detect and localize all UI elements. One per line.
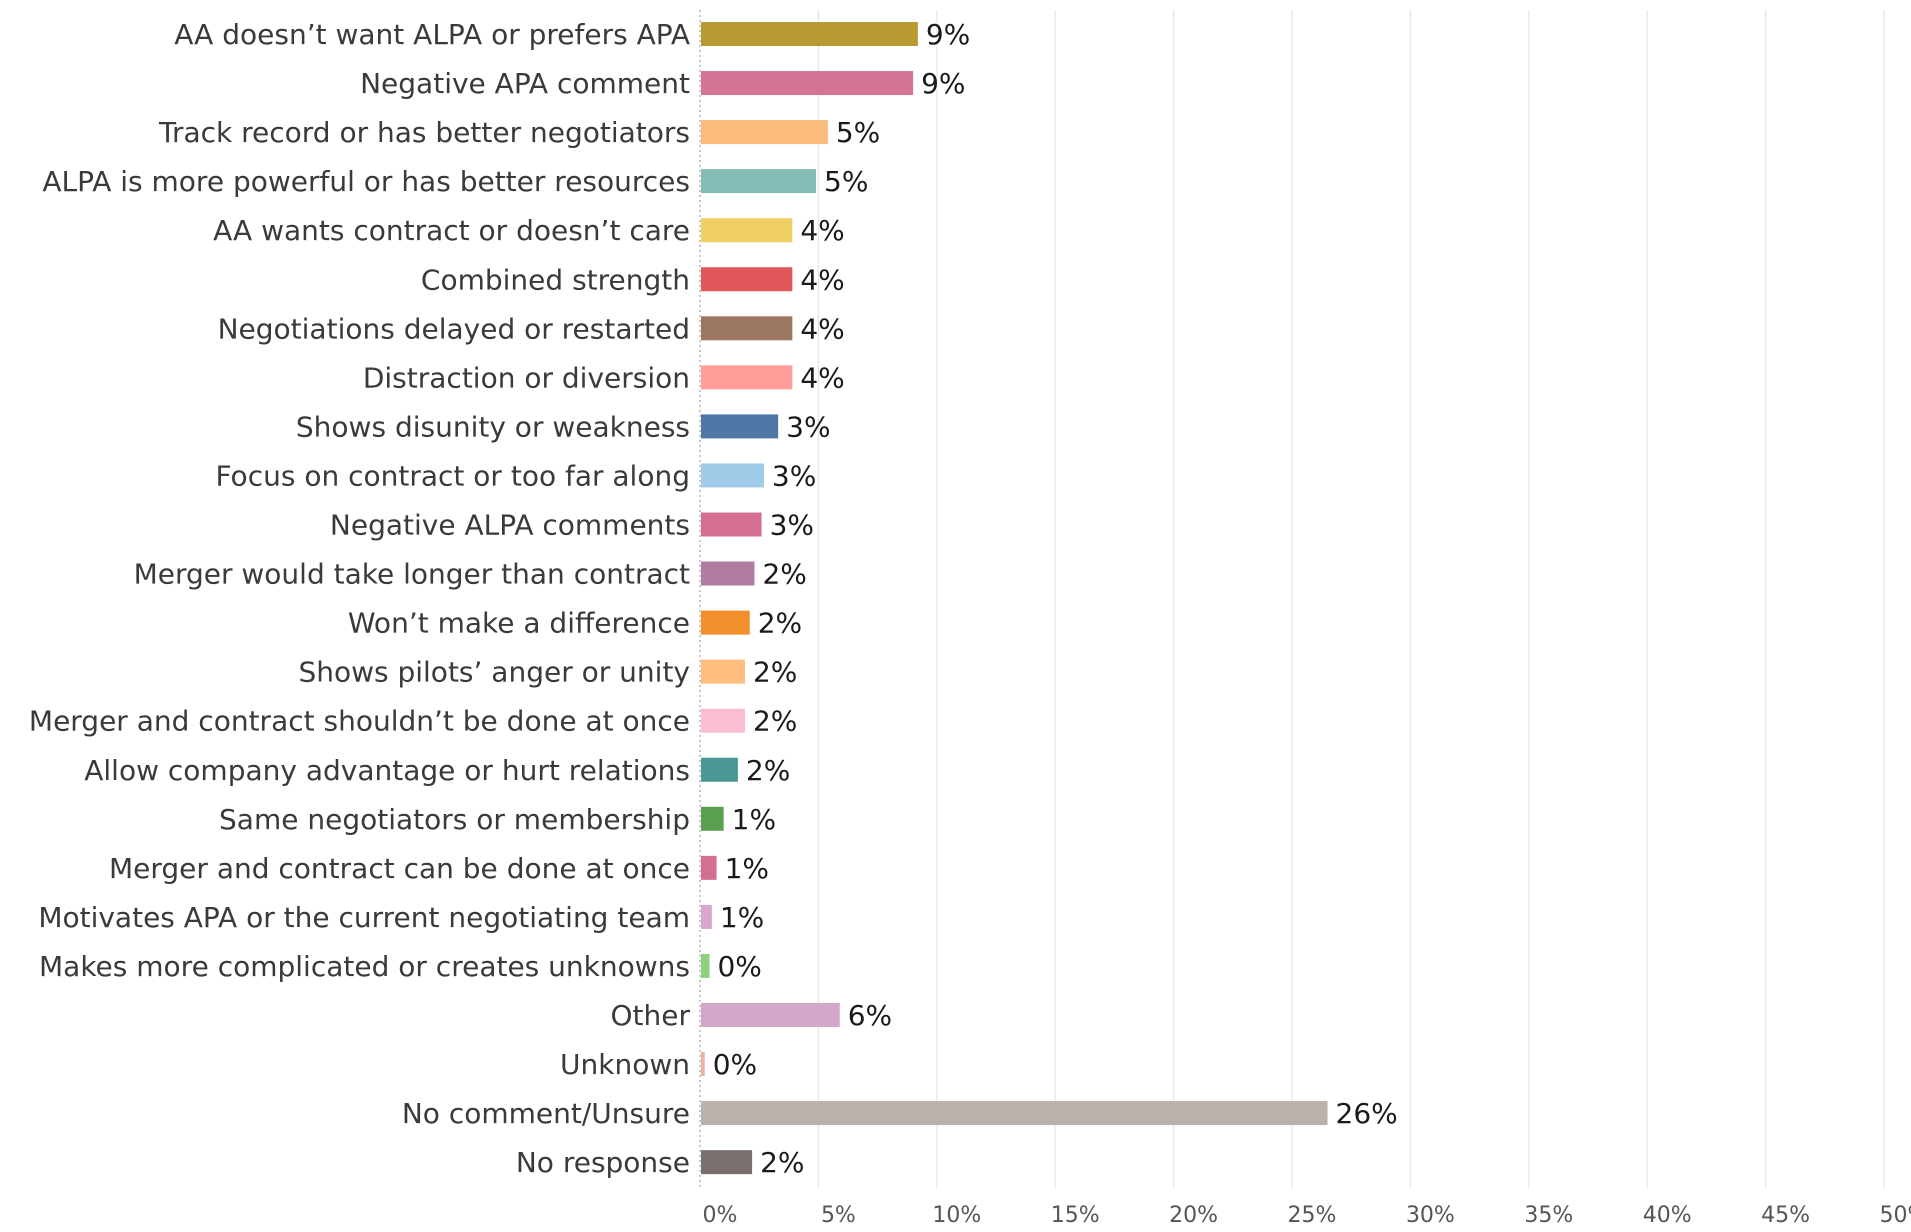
bar xyxy=(701,365,792,389)
bar xyxy=(701,1052,705,1076)
category-label: Track record or has better negotiators xyxy=(158,116,690,149)
data-label: 4% xyxy=(800,263,844,296)
data-label: 4% xyxy=(800,312,844,345)
category-label: No comment/Unsure xyxy=(402,1097,690,1130)
x-tick-label: 35% xyxy=(1524,1203,1573,1228)
data-label: 2% xyxy=(760,1146,804,1179)
x-tick-label: 5% xyxy=(821,1203,856,1228)
bar xyxy=(701,169,816,193)
category-label: Merger and contract shouldn’t be done at… xyxy=(29,705,690,738)
data-label: 2% xyxy=(753,656,797,689)
data-label: 1% xyxy=(732,803,776,836)
bar xyxy=(701,1101,1328,1125)
x-tick-label: 30% xyxy=(1406,1203,1455,1228)
category-label: Merger would take longer than contract xyxy=(134,558,690,591)
x-tick-label: 0% xyxy=(703,1203,738,1228)
bar xyxy=(701,954,709,978)
bar xyxy=(701,856,717,880)
x-tick-label: 50% xyxy=(1880,1203,1911,1228)
bar xyxy=(701,660,745,684)
x-tick-label: 15% xyxy=(1051,1203,1100,1228)
bar xyxy=(701,513,762,537)
x-tick-label: 40% xyxy=(1643,1203,1692,1228)
bar xyxy=(701,905,712,929)
category-label: Merger and contract can be done at once xyxy=(109,852,690,885)
data-label: 4% xyxy=(800,361,844,394)
bar xyxy=(701,562,754,586)
bar xyxy=(701,1150,752,1174)
data-label: 6% xyxy=(848,999,892,1032)
data-label: 9% xyxy=(921,67,965,100)
bar xyxy=(701,267,792,291)
bar xyxy=(701,463,764,487)
category-label: Distraction or diversion xyxy=(363,361,690,394)
x-axis-ticks: 0% 5% 10% 15% 20% 25% 30% 35% 40% 45% 50% xyxy=(703,1203,1911,1228)
bars xyxy=(701,22,1328,1174)
bar xyxy=(701,120,828,144)
data-label: 2% xyxy=(753,705,797,738)
category-label: AA wants contract or doesn’t care xyxy=(213,214,690,247)
x-tick-label: 45% xyxy=(1761,1203,1810,1228)
category-label: Motivates APA or the current negotiating… xyxy=(38,901,690,934)
x-tick-label: 25% xyxy=(1288,1203,1337,1228)
category-label: AA doesn’t want ALPA or prefers APA xyxy=(174,18,690,51)
category-label: Shows disunity or weakness xyxy=(296,410,690,443)
category-labels: AA doesn’t want ALPA or prefers APA Negat… xyxy=(29,18,691,1179)
data-label: 26% xyxy=(1336,1097,1398,1130)
data-label: 5% xyxy=(836,116,880,149)
category-label: Same negotiators or membership xyxy=(219,803,690,836)
data-label: 9% xyxy=(926,18,970,51)
bar xyxy=(701,316,792,340)
category-label: No response xyxy=(516,1146,690,1179)
category-label: Shows pilots’ anger or unity xyxy=(298,656,690,689)
data-label: 3% xyxy=(786,410,830,443)
bar xyxy=(701,22,918,46)
category-label: ALPA is more powerful or has better reso… xyxy=(42,165,690,198)
category-label: Negotiations delayed or restarted xyxy=(218,312,690,345)
data-label: 0% xyxy=(713,1048,757,1081)
category-label: Negative APA comment xyxy=(360,67,690,100)
data-label: 2% xyxy=(762,558,806,591)
data-label: 3% xyxy=(772,459,816,492)
category-label: Focus on contract or too far along xyxy=(215,459,690,492)
data-label: 2% xyxy=(746,754,790,787)
category-label: Allow company advantage or hurt relation… xyxy=(84,754,690,787)
data-label: 1% xyxy=(720,901,764,934)
bar xyxy=(701,709,745,733)
bar xyxy=(701,611,750,635)
bar xyxy=(701,218,792,242)
category-label: Makes more complicated or creates unknow… xyxy=(39,950,690,983)
bar xyxy=(701,71,913,95)
category-label: Won’t make a difference xyxy=(348,607,690,640)
category-label: Negative ALPA comments xyxy=(330,509,690,542)
data-label: 3% xyxy=(770,509,814,542)
bar xyxy=(701,414,778,438)
data-label: 0% xyxy=(717,950,761,983)
category-label: Other xyxy=(610,999,690,1032)
data-label: 1% xyxy=(725,852,769,885)
bar xyxy=(701,807,724,831)
data-label: 4% xyxy=(800,214,844,247)
x-tick-label: 10% xyxy=(932,1203,981,1228)
bar xyxy=(701,758,738,782)
data-label: 2% xyxy=(758,607,802,640)
category-label: Unknown xyxy=(560,1048,690,1081)
bar xyxy=(701,1003,840,1027)
data-label: 5% xyxy=(824,165,868,198)
category-label: Combined strength xyxy=(421,263,690,296)
x-tick-label: 20% xyxy=(1169,1203,1218,1228)
